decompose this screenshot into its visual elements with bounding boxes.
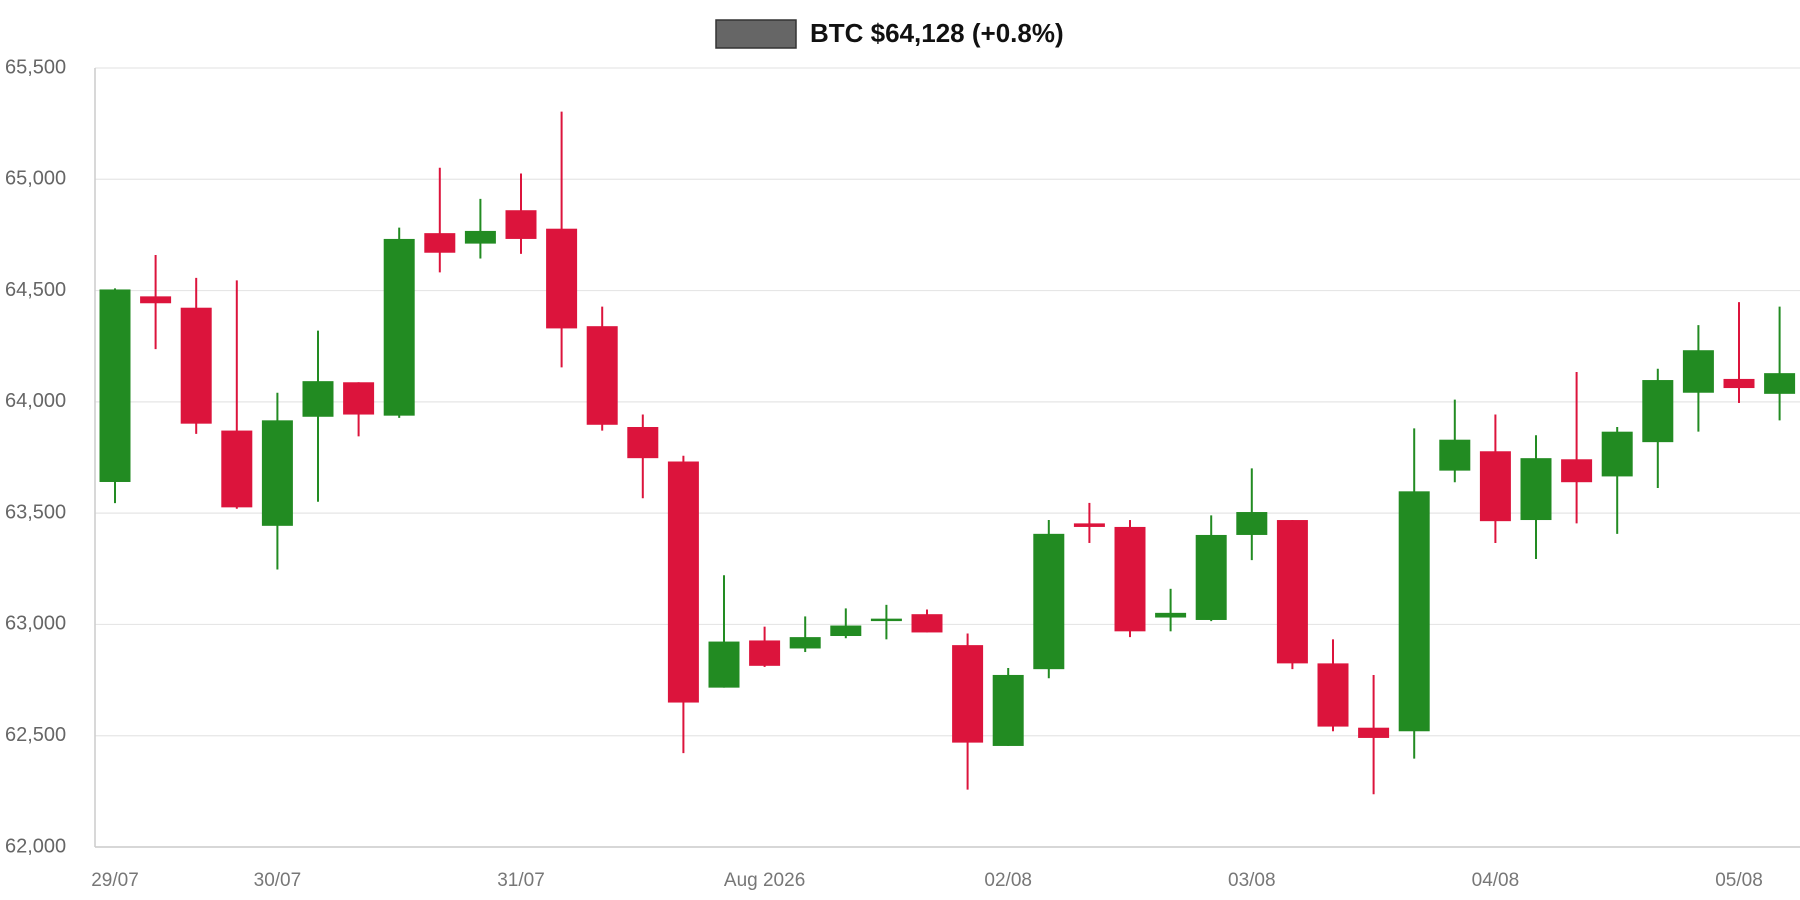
legend-swatch <box>715 19 797 49</box>
candle-body <box>1561 459 1593 483</box>
x-tick-label: 03/08 <box>1228 870 1276 891</box>
candle-body <box>180 307 212 424</box>
candle-body <box>708 641 740 688</box>
candle-body <box>1073 523 1105 527</box>
candle-body <box>1195 534 1227 620</box>
candle-body <box>1479 451 1511 522</box>
candle-body <box>586 326 618 425</box>
candle-body <box>1358 727 1390 738</box>
candle-body <box>749 640 781 666</box>
candle-body <box>343 382 375 415</box>
candle-body <box>1398 491 1430 732</box>
y-tick-label: 65,000 <box>5 168 66 190</box>
candle-body <box>911 614 943 633</box>
candle-body <box>505 210 537 239</box>
candle-body <box>627 427 659 459</box>
x-tick-label: 04/08 <box>1472 870 1520 891</box>
candle-body <box>1317 663 1349 727</box>
candle-body <box>464 230 496 244</box>
candle-body <box>1155 612 1187 618</box>
x-tick-label: Aug 2026 <box>724 870 805 891</box>
y-tick-label: 64,500 <box>5 279 66 301</box>
candle-body <box>870 618 902 622</box>
candle-body <box>221 430 253 508</box>
x-tick-label: 29/07 <box>91 870 139 891</box>
candle-body <box>383 238 415 416</box>
candle-body <box>830 625 862 637</box>
x-tick-label: 05/08 <box>1715 870 1763 891</box>
candle-body <box>1764 373 1796 394</box>
candle-body <box>1114 526 1146 632</box>
y-tick-label: 64,000 <box>5 390 66 412</box>
candle-body <box>261 420 293 526</box>
candle-body <box>1439 439 1471 471</box>
candle-body <box>789 637 821 649</box>
y-tick-label: 62,000 <box>5 835 66 857</box>
candle-body <box>952 645 984 743</box>
candle-body <box>1682 350 1714 393</box>
candle-body <box>1236 512 1268 535</box>
x-tick-label: 30/07 <box>254 870 302 891</box>
candle-body <box>992 674 1024 746</box>
candle-body <box>1276 520 1308 664</box>
y-tick-label: 65,500 <box>5 56 66 78</box>
y-tick-label: 62,500 <box>5 724 66 746</box>
candle-body <box>1520 458 1552 521</box>
candle-body <box>546 228 578 329</box>
x-tick-label: 31/07 <box>497 870 545 891</box>
y-tick-label: 63,000 <box>5 613 66 635</box>
candle-body <box>1601 431 1633 477</box>
candle-body <box>99 289 131 482</box>
legend-label: BTC $64,128 (+0.8%) <box>810 18 1064 48</box>
candle-body <box>424 233 456 253</box>
candle-body <box>140 296 172 304</box>
candle-body <box>1723 378 1755 389</box>
candle-body <box>302 381 334 417</box>
candle-body <box>1642 380 1674 443</box>
candle-body <box>667 461 699 703</box>
candle-body <box>1033 533 1065 670</box>
x-tick-label: 02/08 <box>984 870 1032 891</box>
y-tick-label: 63,500 <box>5 501 66 523</box>
